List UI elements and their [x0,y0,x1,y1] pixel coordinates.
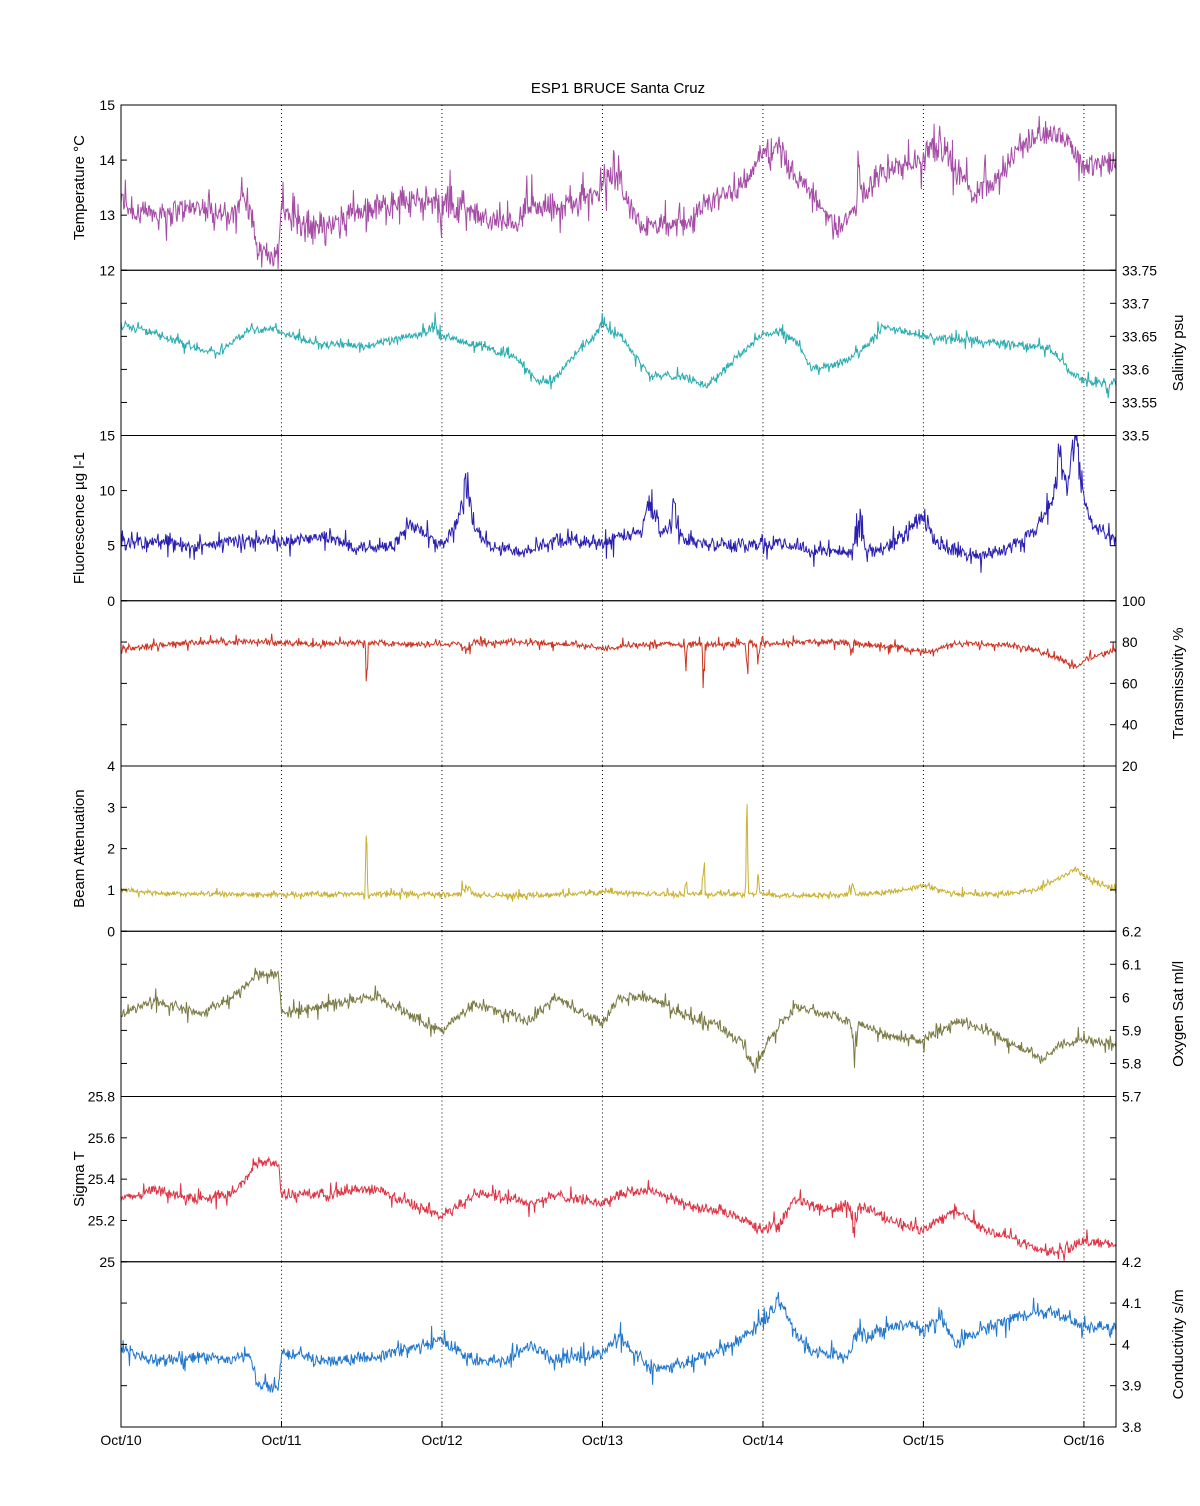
series-line-sigma_t [120,1156,1117,1261]
series-line-transmissivity [120,633,1117,689]
y-tick-label-temperature-2: 14 [99,152,115,168]
y-tick-label-conductivity-2: 4 [1122,1336,1130,1352]
x-tick-label-3: Oct/13 [582,1432,623,1448]
y-tick-label-oxygen_sat-0: 5.7 [1122,1089,1142,1105]
y-axis-label-sigma_t: Sigma T [71,1151,88,1207]
y-axis-label-salinity: Salinity psu [1170,315,1187,392]
panel-frame-salinity [120,269,1117,436]
y-tick-label-transmissivity-1: 40 [1122,717,1138,733]
x-tick-label-2: Oct/12 [421,1432,462,1448]
series-line-conductivity [120,1291,1117,1393]
y-tick-label-salinity-3: 33.65 [1122,328,1157,344]
panel-frame-sigma_t [120,1096,1117,1263]
y-tick-label-sigma_t-0: 25 [99,1254,115,1270]
y-tick-label-salinity-5: 33.75 [1122,262,1157,278]
y-tick-label-oxygen_sat-5: 6.2 [1122,923,1142,939]
y-axis-label-transmissivity: Transmissivity % [1170,627,1187,739]
y-tick-label-oxygen_sat-4: 6.1 [1122,956,1142,972]
y-tick-label-beam_attenuation-2: 2 [107,841,115,857]
series-line-temperature [120,115,1117,270]
chart-title: ESP1 BRUCE Santa Cruz [531,80,705,97]
y-tick-label-sigma_t-1: 25.2 [88,1212,115,1228]
y-tick-label-temperature-0: 12 [99,262,115,278]
y-tick-label-oxygen_sat-1: 5.8 [1122,1055,1142,1071]
series-line-salinity [120,312,1117,399]
y-tick-label-oxygen_sat-2: 5.9 [1122,1022,1142,1038]
panel-beam_attenuation: 0 1 2 3 4 Beam Attenuation [71,758,1117,939]
panel-frame-oxygen_sat [120,930,1117,1097]
y-tick-label-sigma_t-2: 25.4 [88,1171,115,1187]
y-tick-label-fluorescence-3: 15 [99,428,115,444]
y-tick-label-sigma_t-3: 25.6 [88,1130,115,1146]
y-tick-label-conductivity-1: 3.9 [1122,1378,1142,1394]
x-tick-label-5: Oct/15 [903,1432,944,1448]
y-axis-label-conductivity: Conductivity s/m [1170,1289,1187,1399]
y-tick-label-temperature-3: 15 [99,97,115,113]
y-tick-label-sigma_t-4: 25.8 [88,1089,115,1105]
panel-frame-temperature [120,104,1117,271]
y-tick-label-temperature-1: 13 [99,207,115,223]
y-tick-label-oxygen_sat-3: 6 [1122,989,1130,1005]
panel-frame-transmissivity [120,600,1117,767]
y-tick-label-transmissivity-2: 60 [1122,675,1138,691]
y-tick-label-fluorescence-1: 5 [107,538,115,554]
y-axis-label-temperature: Temperature °C [71,135,88,240]
y-tick-label-beam_attenuation-3: 3 [107,799,115,815]
y-tick-label-salinity-1: 33.55 [1122,394,1157,410]
x-tick-label-4: Oct/14 [742,1432,783,1448]
y-tick-label-transmissivity-0: 20 [1122,758,1138,774]
panel-salinity: 33.5 33.55 33.6 33.65 33.7 33.75 Salinity psu [120,262,1187,444]
panel-frame-conductivity [120,1261,1117,1428]
panel-transmissivity: 20 40 60 80 100 Transmissivity % [120,593,1187,774]
y-tick-label-transmissivity-3: 80 [1122,634,1138,650]
panel-fluorescence: 0 5 10 15 Fluorescence µg l-1 [71,428,1117,609]
panel-frame-fluorescence [120,435,1117,602]
y-tick-label-beam_attenuation-4: 4 [107,758,115,774]
panel-conductivity: 3.8 3.9 4 4.1 4.2 Conductivity s/m [120,1254,1187,1435]
y-tick-label-beam_attenuation-1: 1 [107,882,115,898]
panel-sigma_t: 25 25.2 25.4 25.6 25.8 Sigma T [71,1089,1117,1270]
panel-temperature: 12 13 14 15 Temperature °C [71,97,1117,278]
y-axis-label-beam_attenuation: Beam Attenuation [71,789,88,907]
x-tick-label-0: Oct/10 [100,1432,141,1448]
y-tick-label-beam_attenuation-0: 0 [107,923,115,939]
series-line-beam_attenuation [120,804,1117,902]
y-tick-label-fluorescence-0: 0 [107,593,115,609]
y-tick-label-transmissivity-4: 100 [1122,593,1146,609]
panel-frame-beam_attenuation [120,765,1117,932]
series-line-oxygen_sat [120,967,1117,1074]
y-tick-label-conductivity-4: 4.2 [1122,1254,1142,1270]
y-tick-label-salinity-2: 33.6 [1122,361,1149,377]
y-tick-label-conductivity-3: 4.1 [1122,1295,1142,1311]
x-tick-label-1: Oct/11 [261,1432,301,1448]
y-tick-label-salinity-0: 33.5 [1122,428,1149,444]
x-tick-label-6: Oct/16 [1063,1432,1104,1448]
panel-oxygen_sat: 5.7 5.8 5.9 6 6.1 6.2 Oxygen Sat ml/l [120,923,1187,1105]
y-tick-label-fluorescence-2: 10 [99,483,115,499]
y-tick-label-salinity-4: 33.7 [1122,295,1149,311]
y-axis-label-fluorescence: Fluorescence µg l-1 [71,452,88,584]
y-axis-label-oxygen_sat: Oxygen Sat ml/l [1170,961,1187,1067]
series-line-fluorescence [120,435,1117,573]
y-tick-label-conductivity-0: 3.8 [1122,1419,1142,1435]
